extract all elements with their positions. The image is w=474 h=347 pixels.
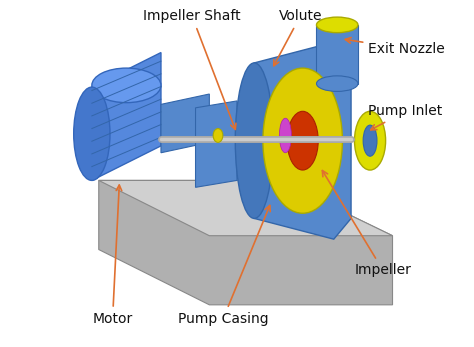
- Ellipse shape: [363, 125, 377, 156]
- Ellipse shape: [279, 118, 292, 153]
- Ellipse shape: [213, 129, 223, 142]
- Ellipse shape: [263, 68, 342, 213]
- Text: Exit Nozzle: Exit Nozzle: [345, 37, 445, 56]
- Polygon shape: [317, 25, 358, 84]
- Text: Pump Inlet: Pump Inlet: [368, 104, 443, 130]
- Polygon shape: [92, 52, 161, 180]
- Polygon shape: [99, 180, 392, 305]
- Ellipse shape: [317, 17, 358, 33]
- Text: Impeller: Impeller: [322, 171, 411, 277]
- Polygon shape: [161, 94, 210, 153]
- Ellipse shape: [92, 68, 161, 103]
- Ellipse shape: [355, 111, 386, 170]
- Polygon shape: [254, 42, 351, 239]
- Text: Motor: Motor: [92, 185, 133, 325]
- Polygon shape: [196, 101, 237, 187]
- Ellipse shape: [317, 76, 358, 91]
- Text: Impeller Shaft: Impeller Shaft: [143, 9, 241, 129]
- Ellipse shape: [287, 111, 318, 170]
- Text: Volute: Volute: [274, 9, 322, 66]
- Ellipse shape: [235, 63, 273, 218]
- Text: Pump Casing: Pump Casing: [178, 205, 270, 325]
- Polygon shape: [99, 180, 392, 236]
- Ellipse shape: [73, 87, 110, 180]
